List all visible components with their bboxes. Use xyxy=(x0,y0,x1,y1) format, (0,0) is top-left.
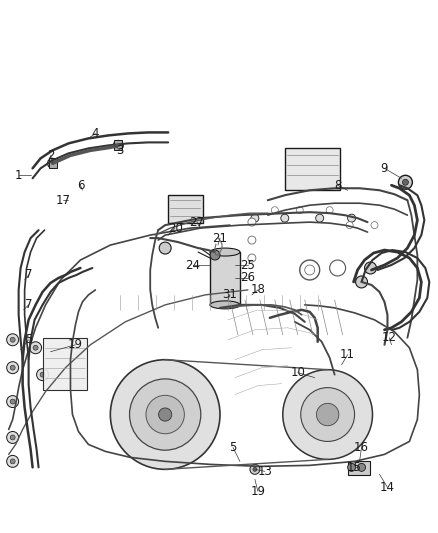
Circle shape xyxy=(364,262,377,274)
Text: 9: 9 xyxy=(381,162,388,175)
Text: 14: 14 xyxy=(380,481,395,494)
Circle shape xyxy=(326,207,333,214)
Circle shape xyxy=(10,435,15,440)
Circle shape xyxy=(371,222,378,229)
Circle shape xyxy=(33,345,38,350)
Circle shape xyxy=(316,403,339,426)
Text: 12: 12 xyxy=(382,332,397,344)
Text: 2: 2 xyxy=(47,149,54,162)
Circle shape xyxy=(7,395,19,408)
Text: 25: 25 xyxy=(240,259,255,271)
Ellipse shape xyxy=(210,248,240,256)
Text: 4: 4 xyxy=(92,127,99,140)
Bar xyxy=(42,338,88,390)
Bar xyxy=(285,148,339,190)
Circle shape xyxy=(316,214,324,222)
Circle shape xyxy=(251,214,259,222)
Circle shape xyxy=(348,214,356,222)
Circle shape xyxy=(253,467,257,471)
Text: 20: 20 xyxy=(168,222,183,235)
Text: 21: 21 xyxy=(212,232,227,245)
Circle shape xyxy=(7,334,19,346)
Circle shape xyxy=(356,276,367,288)
Text: 8: 8 xyxy=(334,179,341,192)
Circle shape xyxy=(301,387,355,441)
Circle shape xyxy=(7,362,19,374)
Text: 17: 17 xyxy=(56,193,71,207)
Text: 6: 6 xyxy=(77,179,84,192)
Text: 5: 5 xyxy=(25,333,32,346)
Circle shape xyxy=(346,222,353,229)
Bar xyxy=(49,158,57,168)
Circle shape xyxy=(10,337,15,342)
Circle shape xyxy=(7,432,19,443)
Text: 26: 26 xyxy=(240,271,255,285)
Circle shape xyxy=(399,175,413,189)
Circle shape xyxy=(210,250,220,260)
Circle shape xyxy=(348,463,356,471)
Bar xyxy=(210,252,240,305)
Circle shape xyxy=(248,218,256,226)
Circle shape xyxy=(248,254,256,262)
Text: 19: 19 xyxy=(68,338,83,351)
Circle shape xyxy=(330,260,346,276)
Text: 16: 16 xyxy=(354,441,369,454)
Text: 10: 10 xyxy=(290,366,305,379)
Text: 27: 27 xyxy=(190,216,205,229)
Circle shape xyxy=(283,370,372,459)
Ellipse shape xyxy=(210,301,240,309)
Text: 31: 31 xyxy=(223,288,237,301)
Circle shape xyxy=(113,140,124,150)
Circle shape xyxy=(281,214,289,222)
Circle shape xyxy=(357,463,366,471)
Circle shape xyxy=(305,265,314,275)
Text: 11: 11 xyxy=(340,348,355,361)
Circle shape xyxy=(37,369,49,381)
Text: 1: 1 xyxy=(15,169,22,182)
Text: 15: 15 xyxy=(347,461,362,474)
Text: 5: 5 xyxy=(229,441,237,454)
Text: 7: 7 xyxy=(25,298,32,311)
Text: 24: 24 xyxy=(186,259,201,271)
Circle shape xyxy=(250,464,260,474)
Circle shape xyxy=(110,360,220,470)
Circle shape xyxy=(271,207,278,214)
Circle shape xyxy=(117,143,120,148)
Circle shape xyxy=(50,161,54,165)
Circle shape xyxy=(48,158,57,168)
Circle shape xyxy=(10,399,15,404)
Text: 13: 13 xyxy=(258,465,272,478)
Circle shape xyxy=(40,372,45,377)
Circle shape xyxy=(146,395,184,434)
Circle shape xyxy=(30,342,42,354)
Bar xyxy=(168,195,203,223)
Circle shape xyxy=(7,455,19,467)
Circle shape xyxy=(10,365,15,370)
Circle shape xyxy=(10,459,15,464)
Text: 18: 18 xyxy=(251,284,265,296)
Bar xyxy=(348,462,370,475)
Bar xyxy=(114,140,122,150)
Circle shape xyxy=(159,408,172,421)
Circle shape xyxy=(403,179,408,185)
Circle shape xyxy=(248,236,256,244)
Circle shape xyxy=(159,242,171,254)
Circle shape xyxy=(296,207,303,214)
Text: 7: 7 xyxy=(25,269,32,281)
Text: 3: 3 xyxy=(117,144,124,157)
Circle shape xyxy=(300,260,320,280)
Text: 19: 19 xyxy=(251,485,265,498)
Circle shape xyxy=(130,379,201,450)
